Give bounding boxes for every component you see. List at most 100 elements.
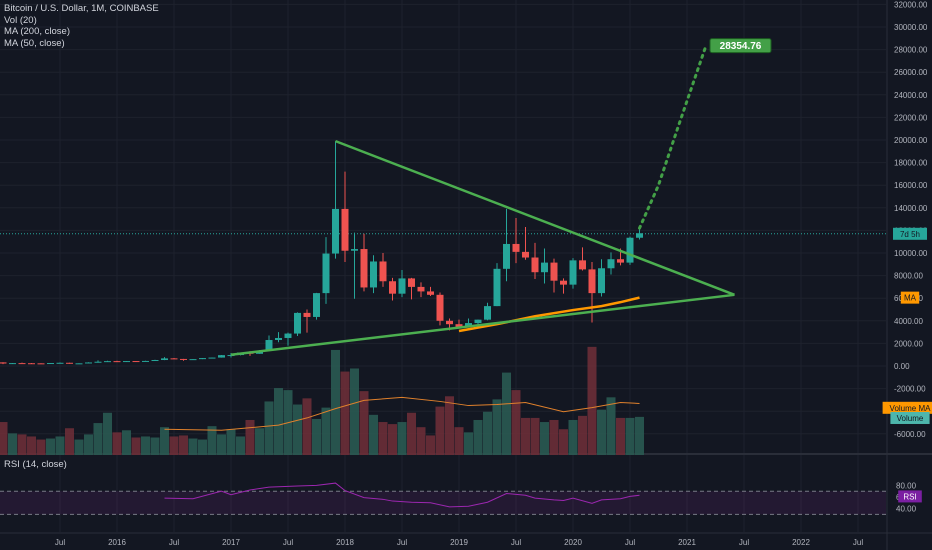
candle-body[interactable] — [341, 208, 349, 251]
volume-bar — [93, 423, 103, 455]
candle-body[interactable] — [398, 278, 406, 294]
candle-body[interactable] — [379, 261, 387, 282]
time-axis-label: Jul — [283, 538, 293, 547]
rsi-axis-label: 80.00 — [896, 481, 917, 490]
candle-body[interactable] — [9, 363, 16, 365]
axis-tag-volume-ma-box[interactable] — [882, 401, 932, 414]
indicator-vol[interactable]: Vol (20) — [4, 14, 37, 26]
candle-body[interactable] — [180, 358, 187, 360]
candle-body[interactable] — [151, 360, 159, 362]
candle-body[interactable] — [569, 260, 577, 285]
candle-body[interactable] — [47, 363, 54, 365]
candle-body[interactable] — [465, 323, 472, 328]
candle-body[interactable] — [351, 249, 358, 251]
candle-body[interactable] — [265, 340, 273, 351]
indicator-ma50[interactable]: MA (50, close) — [4, 37, 65, 49]
candle-body[interactable] — [322, 253, 330, 294]
candle-body[interactable] — [199, 358, 206, 360]
candle-body[interactable] — [503, 243, 510, 269]
chart-title[interactable]: Bitcoin / U.S. Dollar, 1M, COINBASE — [4, 3, 159, 14]
price-axis-label: 26000.00 — [894, 68, 928, 77]
candle-body[interactable] — [636, 233, 643, 238]
volume-bar — [530, 417, 540, 455]
candle-body[interactable] — [313, 293, 320, 317]
volume-bar — [635, 416, 644, 455]
candle-body[interactable] — [579, 260, 586, 270]
candle-body[interactable] — [417, 286, 425, 292]
candle-body[interactable] — [588, 269, 596, 294]
price-tag-box[interactable] — [893, 227, 927, 240]
price-axis-label: 28000.00 — [894, 46, 928, 55]
candle-body[interactable] — [484, 306, 491, 320]
candle-body[interactable] — [436, 294, 444, 321]
candle-body[interactable] — [446, 320, 453, 325]
candle-body[interactable] — [142, 360, 149, 362]
axis-tag-ma: MA — [904, 294, 917, 303]
candle-body[interactable] — [455, 324, 463, 328]
rsi-title[interactable]: RSI (14, close) — [4, 459, 67, 470]
candle-body[interactable] — [294, 312, 301, 334]
candle-body[interactable] — [66, 362, 73, 364]
candle-body[interactable] — [37, 363, 45, 365]
indicator-ma200[interactable]: MA (200, close) — [4, 26, 70, 37]
candle-body[interactable] — [332, 208, 339, 254]
candle-body[interactable] — [218, 355, 225, 358]
candle-body[interactable] — [0, 362, 7, 364]
candle-body[interactable] — [522, 251, 529, 258]
target-label-box[interactable] — [709, 38, 772, 54]
candle-body[interactable] — [427, 291, 434, 295]
volume-bar — [65, 428, 74, 455]
candle-body[interactable] — [284, 333, 292, 338]
candle-body[interactable] — [113, 361, 121, 363]
candle-body[interactable] — [189, 359, 197, 361]
volume-bar — [597, 409, 606, 455]
candle-body[interactable] — [598, 268, 605, 294]
time-axis-label: Jul — [55, 538, 65, 547]
rsi-band — [0, 491, 886, 515]
candle-body[interactable] — [85, 362, 92, 364]
rsi-tag-box[interactable] — [898, 490, 922, 503]
candle-body[interactable] — [408, 278, 415, 287]
candle-body[interactable] — [550, 262, 558, 281]
candle-body[interactable] — [56, 362, 64, 364]
volume-bar — [502, 372, 511, 455]
candle-body[interactable] — [123, 361, 130, 363]
candle-body[interactable] — [370, 261, 377, 288]
candle-body[interactable] — [474, 319, 482, 324]
candle-body[interactable] — [28, 363, 35, 365]
candle-body[interactable] — [170, 358, 178, 360]
price-axis-label: 22000.00 — [894, 113, 928, 122]
candle-body[interactable] — [617, 259, 624, 263]
candle-body[interactable] — [18, 363, 26, 365]
candle-body[interactable] — [161, 358, 168, 361]
candle-body[interactable] — [531, 257, 539, 273]
candle-body[interactable] — [94, 361, 102, 363]
candle-body[interactable] — [275, 337, 282, 341]
candle-body[interactable] — [104, 361, 111, 363]
candle-body[interactable] — [560, 280, 567, 285]
axis-tag-volume-box[interactable] — [890, 411, 930, 424]
volume-bar — [8, 433, 17, 455]
candle-body[interactable] — [626, 237, 634, 263]
candle-body[interactable] — [75, 363, 83, 365]
candle-body[interactable] — [132, 361, 140, 363]
candle-body[interactable] — [303, 312, 311, 317]
volume-bar — [568, 419, 578, 455]
candle-body[interactable] — [541, 262, 548, 273]
price-axis-label: 2000.00 — [894, 339, 923, 348]
candle-body[interactable] — [512, 243, 520, 252]
projection-path[interactable] — [638, 44, 708, 230]
trendline-lower[interactable] — [230, 293, 735, 356]
candle-body[interactable] — [607, 259, 615, 269]
axis-tag-ma-box[interactable] — [900, 291, 920, 304]
candle-body[interactable] — [360, 249, 368, 288]
time-axis-label: 2018 — [336, 538, 354, 547]
candle-body[interactable] — [227, 355, 235, 357]
volume-bar — [255, 428, 264, 455]
candle-body[interactable] — [208, 357, 216, 359]
trendline-upper[interactable] — [335, 139, 735, 296]
candle-body[interactable] — [493, 268, 501, 307]
candle-body[interactable] — [389, 281, 396, 294]
